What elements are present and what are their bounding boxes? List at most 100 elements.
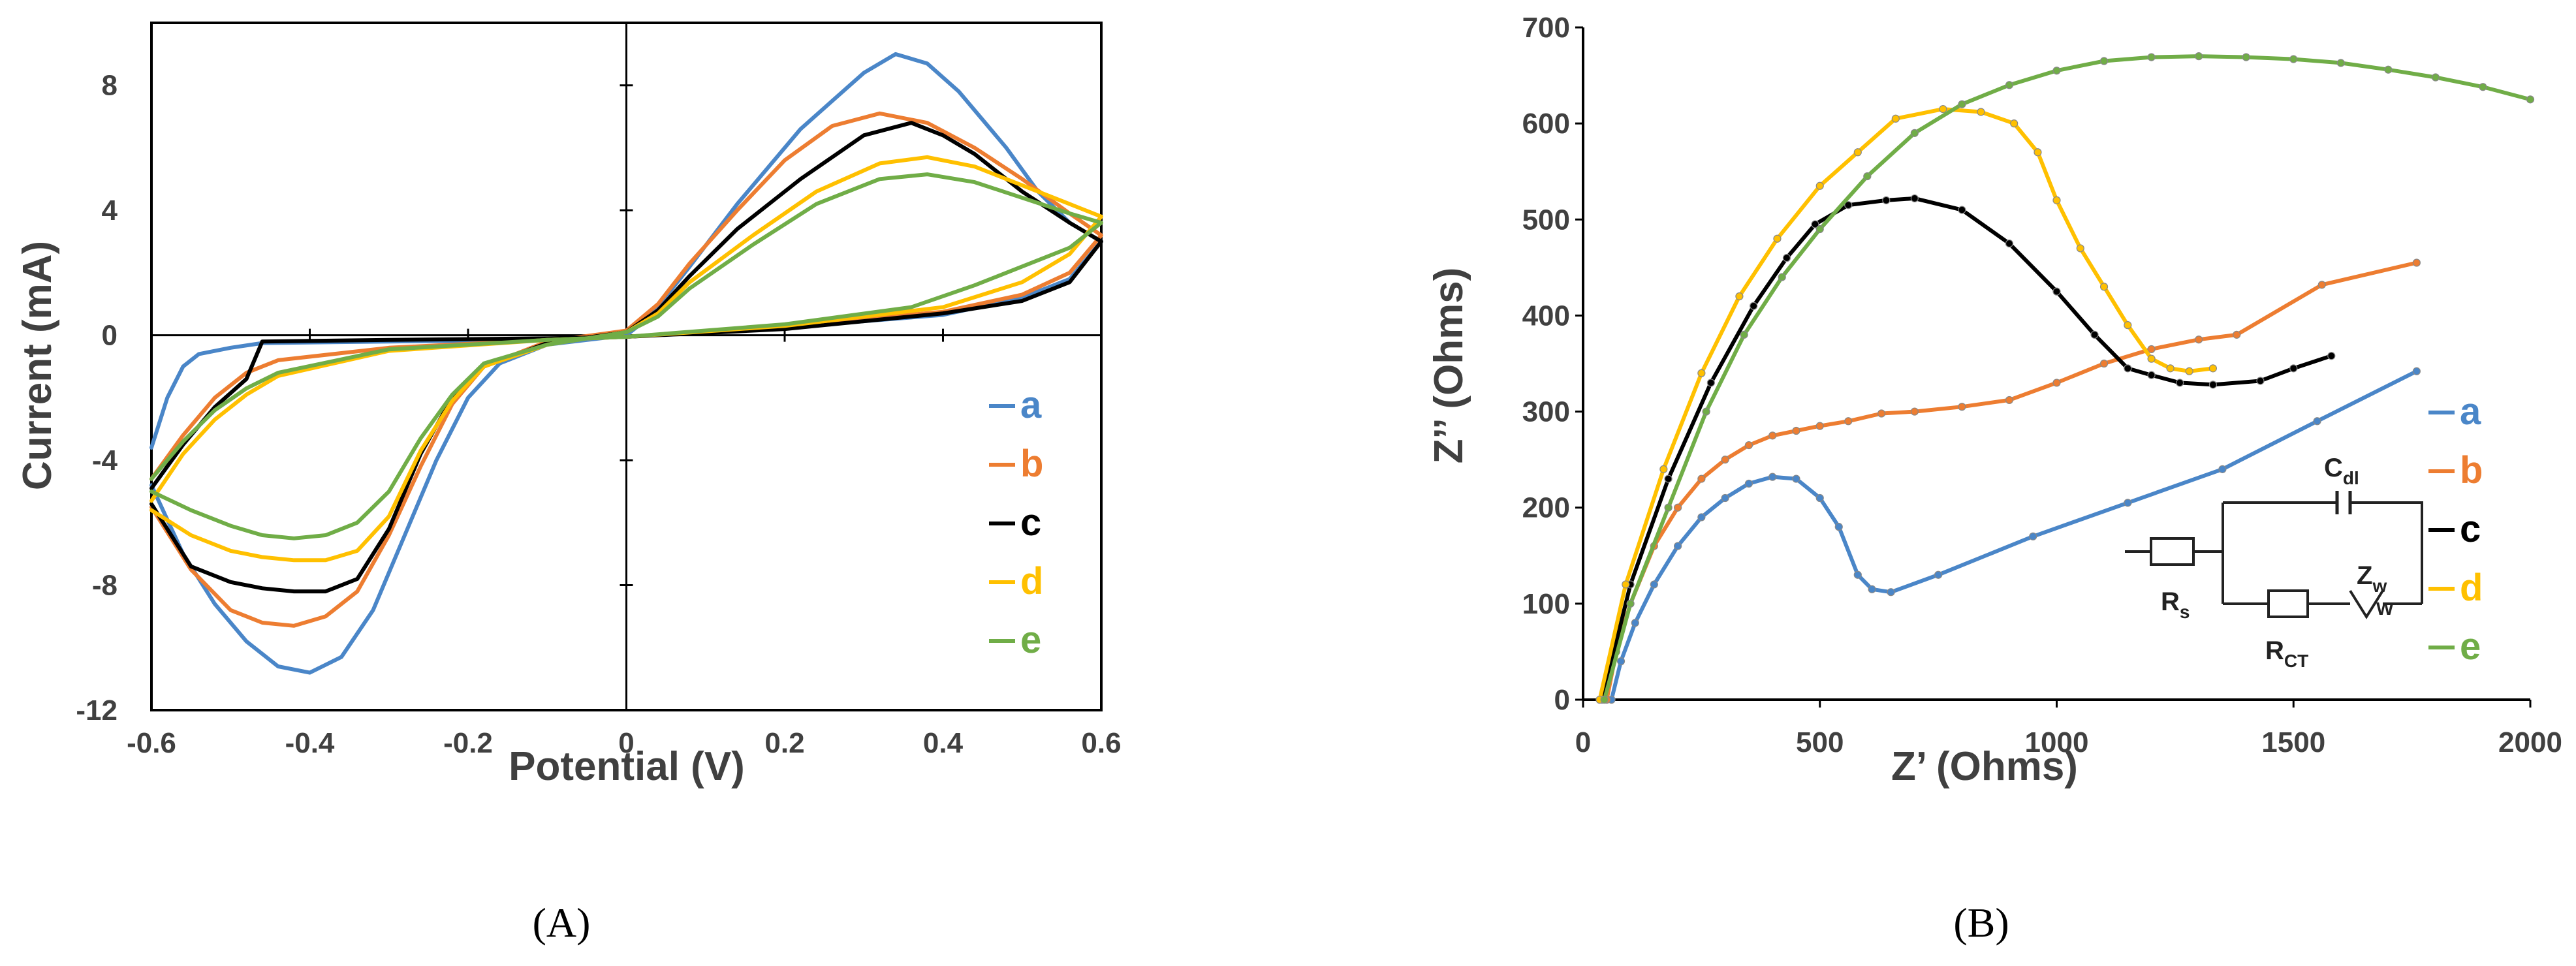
data-point-d	[2147, 354, 2156, 363]
data-point-b	[2052, 379, 2061, 387]
label-w: W	[2376, 599, 2394, 619]
y-tick-label: -12	[76, 694, 118, 726]
data-point-c	[2289, 364, 2298, 373]
data-point-c	[1706, 379, 1715, 387]
data-point-b	[2412, 258, 2421, 267]
data-point-b	[1721, 456, 1729, 464]
data-point-a	[2029, 532, 2037, 540]
data-point-b	[2099, 359, 2109, 368]
data-point-d	[2010, 119, 2018, 128]
data-point-e	[2052, 67, 2061, 75]
panel-a-label: (A)	[533, 899, 591, 946]
data-point-b	[1744, 441, 1753, 450]
series-line-e	[149, 172, 1103, 540]
data-point-e	[2336, 59, 2345, 67]
series-line-b	[1605, 260, 2419, 702]
data-point-b	[1844, 417, 1853, 426]
data-point-b	[1877, 409, 1886, 418]
data-point-d	[1622, 580, 1630, 589]
panel-b-label: (B)	[1953, 899, 2009, 946]
data-point-a	[1631, 619, 1639, 627]
data-point-a	[1697, 513, 1706, 522]
data-point-e	[2147, 53, 2156, 61]
y-tick-label: -8	[92, 570, 118, 602]
data-point-d	[1977, 108, 1985, 116]
legend-label-b: b	[1020, 443, 1043, 485]
data-point-c	[2124, 364, 2132, 373]
y-tick-label: 8	[102, 70, 118, 102]
data-point-c	[2147, 371, 2156, 379]
data-point-d	[2124, 321, 2132, 330]
series-line-c	[1600, 196, 2334, 702]
legend-label-e: e	[2460, 625, 2481, 668]
panel-b-axes	[1575, 26, 2532, 708]
y-tick-label: 700	[1522, 12, 1570, 44]
data-point-b	[2195, 335, 2203, 344]
data-point-e	[1910, 129, 1919, 137]
x-tick-label: -0.6	[127, 727, 176, 759]
data-point-a	[2218, 465, 2227, 473]
data-point-e	[2242, 53, 2250, 61]
x-tick-label: 1500	[2261, 726, 2325, 758]
y-tick-label: 0	[102, 320, 118, 352]
y-tick-label: 200	[1522, 492, 1570, 524]
data-point-b	[1674, 503, 1682, 512]
panel-a-tick-labels: -0.6 -0.4 -0.2 0 0.2 0.4 0.6 -12 -8 -4 0 4 8	[76, 70, 1121, 759]
data-point-e	[1778, 273, 1786, 281]
data-point-d	[1939, 104, 1947, 114]
panel-a-y-axis-title: Current (mA)	[15, 241, 60, 490]
data-point-b	[1910, 407, 1919, 416]
x-tick-label: -0.4	[285, 727, 335, 759]
data-point-c	[2005, 239, 2014, 248]
data-point-a	[2412, 367, 2421, 375]
data-point-e	[2289, 55, 2298, 63]
data-point-a	[1934, 570, 1943, 579]
data-point-a	[2313, 417, 2321, 426]
data-point-e	[1600, 695, 1609, 704]
data-point-a	[1853, 570, 1862, 579]
label-cdl-sub: dl	[2343, 468, 2359, 488]
data-point-e	[1815, 225, 1824, 234]
label-rs-main: R	[2161, 587, 2180, 616]
data-point-e	[2195, 52, 2203, 61]
label-zw-sub: w	[2372, 576, 2387, 596]
data-point-c	[1844, 201, 1853, 210]
data-point-b	[1792, 426, 1800, 435]
data-point-e	[2099, 57, 2109, 65]
data-point-d	[2099, 283, 2109, 291]
x-tick-label: 2000	[2498, 726, 2562, 758]
label-rct: RCT	[2265, 636, 2308, 671]
legend-label-c: c	[1020, 501, 1041, 544]
series-line-c	[149, 121, 1103, 594]
capacitor-cdl	[2335, 491, 2352, 514]
y-tick-label: -4	[92, 444, 118, 476]
data-point-d	[2076, 244, 2084, 253]
warburg-element	[2349, 589, 2384, 619]
data-point-b	[1768, 431, 1777, 440]
data-point-b	[2233, 330, 2241, 339]
x-tick-label: 0.6	[1081, 727, 1121, 759]
circuit-wires	[2193, 501, 2423, 605]
data-point-e	[1664, 503, 1673, 512]
data-point-c	[2176, 379, 2184, 387]
label-zw-main: Z	[2357, 561, 2372, 590]
legend-label-a: a	[1020, 384, 1042, 426]
data-point-d	[2166, 364, 2175, 373]
data-point-c	[2256, 377, 2265, 385]
data-point-d	[2052, 196, 2061, 204]
x-tick-label: 500	[1796, 726, 1844, 758]
resistor-rs	[2150, 537, 2195, 566]
data-point-d	[1773, 234, 1782, 243]
data-point-e	[1702, 407, 1710, 416]
legend-label-d: d	[1020, 560, 1043, 602]
x-tick-label: 0.2	[764, 727, 804, 759]
y-tick-label: 300	[1522, 396, 1570, 428]
data-point-d	[2185, 367, 2193, 375]
data-point-e	[2526, 95, 2535, 104]
panel-b-x-axis-title: Z’ (Ohms)	[1891, 744, 2078, 789]
data-point-e	[2479, 83, 2487, 91]
data-point-e	[1958, 100, 1966, 108]
data-point-d	[1853, 148, 1862, 157]
data-point-d	[1735, 292, 1744, 301]
y-tick-label: 600	[1522, 108, 1570, 140]
